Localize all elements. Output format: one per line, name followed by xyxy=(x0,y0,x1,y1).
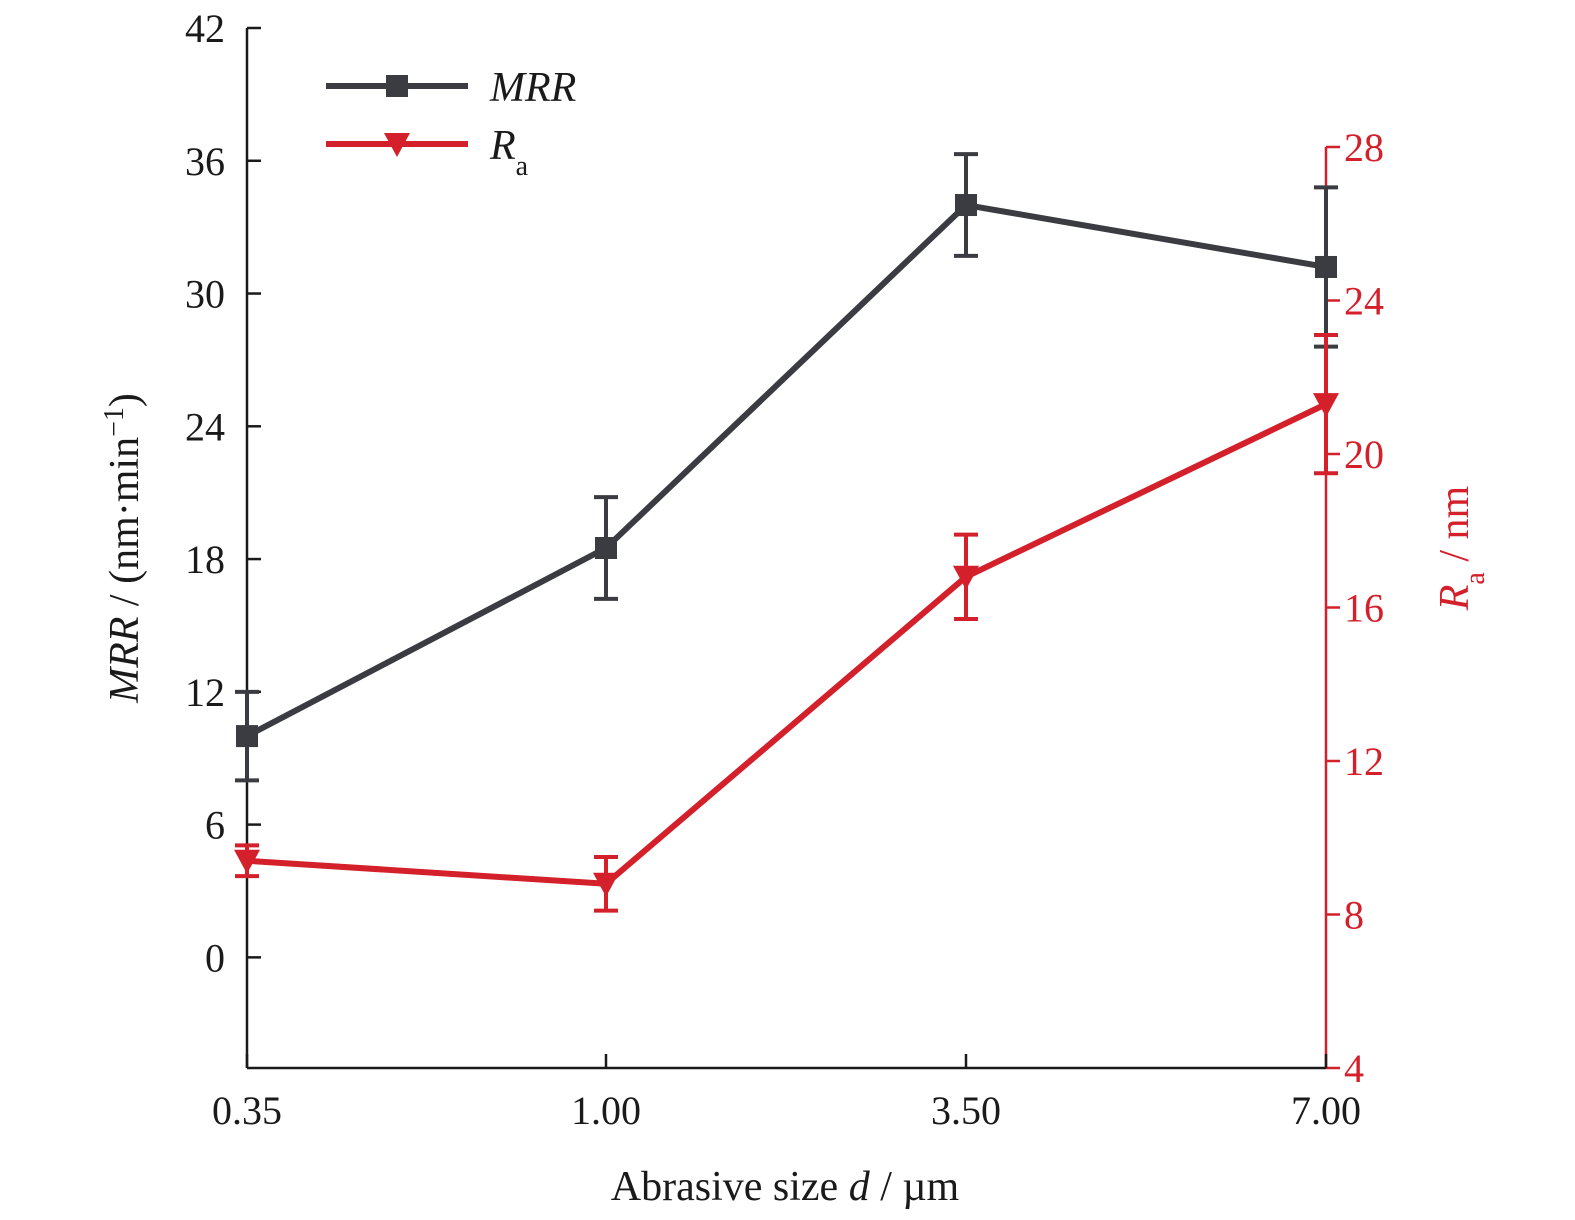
x-tick-label: 3.50 xyxy=(931,1088,1001,1133)
legend: MRR Ra xyxy=(326,65,576,182)
y-right-tick-label: 20 xyxy=(1344,432,1384,477)
y-right-tick-label: 28 xyxy=(1344,125,1384,170)
y-left-tick-label: 42 xyxy=(185,6,225,51)
series-mrr xyxy=(235,152,1338,783)
series-line xyxy=(246,401,1328,887)
series-line xyxy=(245,202,1327,739)
data-point xyxy=(236,725,258,748)
y-left-tick-label: 12 xyxy=(185,670,225,715)
y-right-axis-title: Ra / nm xyxy=(1432,485,1491,611)
data-point xyxy=(955,194,977,217)
y-left-tick-label: 24 xyxy=(185,404,225,449)
y-left-tick-label: 36 xyxy=(185,139,225,184)
data-point xyxy=(1315,255,1337,278)
data-point xyxy=(234,849,260,874)
y-left-tick-label: 18 xyxy=(185,537,225,582)
legend-marker xyxy=(384,133,410,157)
y-right-tick-label: 16 xyxy=(1344,586,1384,631)
x-tick-label: 7.00 xyxy=(1291,1088,1361,1133)
legend-label: MRR xyxy=(489,65,576,111)
x-axis-title: Abrasive size d / µm xyxy=(611,1164,960,1210)
y-right-tick-label: 8 xyxy=(1344,893,1364,938)
y-right-tick-label: 24 xyxy=(1344,279,1384,324)
legend-label: Ra xyxy=(489,123,529,182)
y-left-axis-title: MRR / (nm·min−1) xyxy=(99,393,149,704)
y-right-tick-label: 12 xyxy=(1344,739,1384,784)
y-left-tick-label: 30 xyxy=(185,272,225,317)
y-left-tick-label: 0 xyxy=(205,935,225,980)
y-right-tick-label: 4 xyxy=(1344,1046,1364,1091)
data-point xyxy=(595,537,617,559)
y-left-tick-label: 6 xyxy=(205,803,225,848)
data-point xyxy=(1313,393,1339,418)
series-ra xyxy=(234,333,1339,913)
data-point xyxy=(593,872,619,897)
data-point xyxy=(953,565,979,590)
series-layer xyxy=(234,152,1339,913)
x-tick-label: 1.00 xyxy=(571,1088,641,1133)
legend-marker xyxy=(386,75,408,97)
x-tick-label: 0.35 xyxy=(212,1088,282,1133)
